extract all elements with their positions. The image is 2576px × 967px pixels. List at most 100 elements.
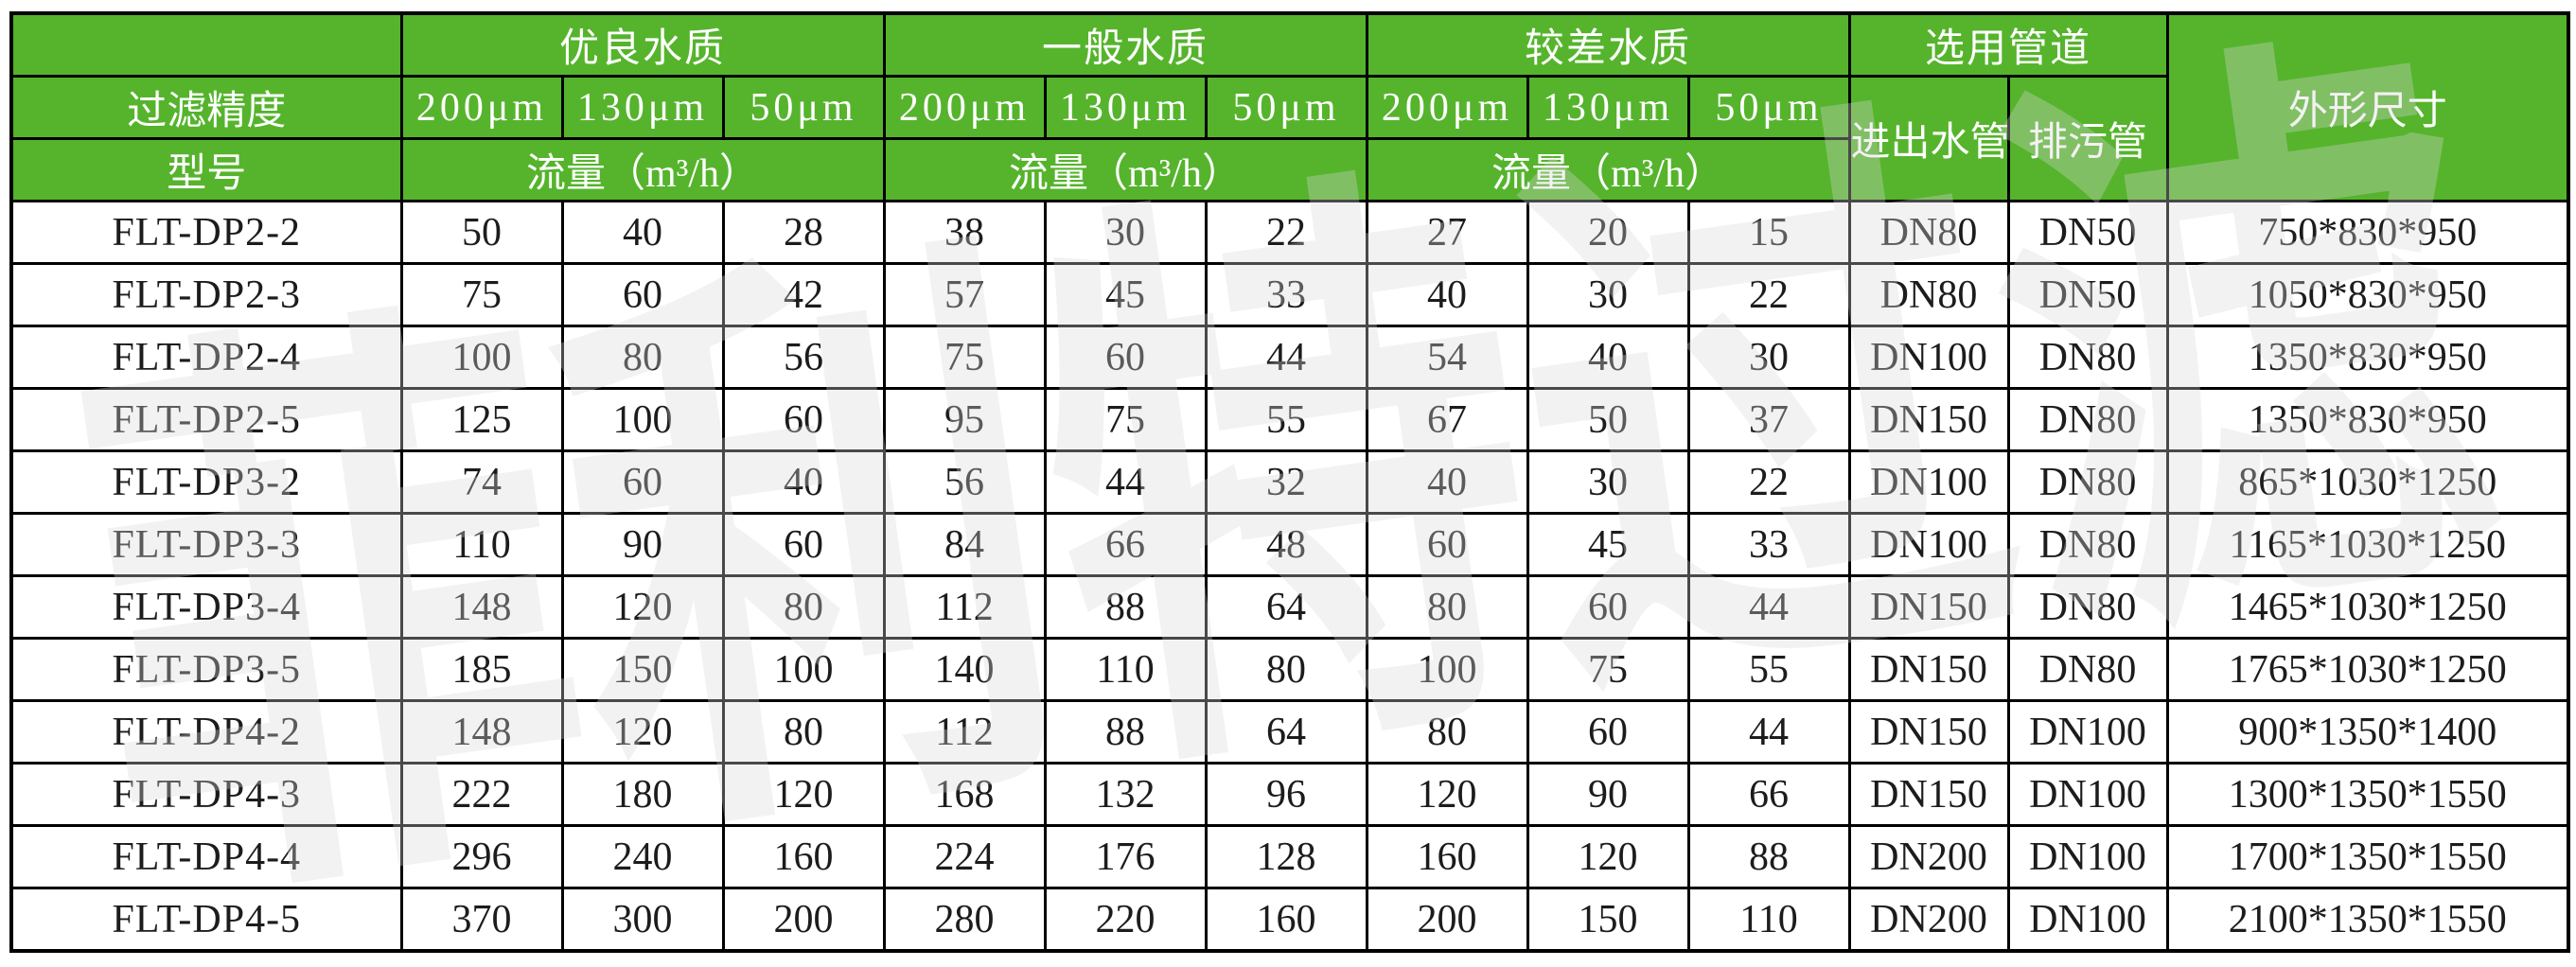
drain-pipe-cell: DN100: [2006, 824, 2169, 889]
flow-value-cell: 200: [721, 887, 886, 953]
drain-pipe-cell: DN80: [2006, 637, 2169, 702]
micron-header: 200μm: [882, 75, 1047, 140]
flow-value-cell: 67: [1365, 387, 1529, 452]
flow-value-cell: 240: [560, 824, 725, 889]
flow-value-cell: 40: [1526, 325, 1690, 390]
flow-value-cell: 57: [882, 262, 1047, 327]
flow-value-cell: 64: [1204, 574, 1368, 640]
flow-value-cell: 30: [1526, 449, 1690, 515]
drain-pipe-cell: DN100: [2006, 762, 2169, 827]
micron-header: 200μm: [1365, 75, 1529, 140]
flow-value-cell: 64: [1204, 699, 1368, 765]
flow-value-cell: 40: [1365, 449, 1529, 515]
flow-value-cell: 160: [1204, 887, 1368, 953]
flow-value-cell: 45: [1043, 262, 1208, 327]
flow-value-cell: 125: [399, 387, 564, 452]
flow-value-cell: 148: [399, 699, 564, 765]
flow-value-cell: 60: [1526, 574, 1690, 640]
flow-value-cell: 90: [560, 512, 725, 577]
inlet-pipe-cell: DN200: [1847, 824, 2010, 889]
flow-value-cell: 150: [560, 637, 725, 702]
header-row-flow: 型号 流量（m³/h） 流量（m³/h） 流量（m³/h）: [9, 137, 2568, 202]
group-header-normal-water: 一般水质: [882, 11, 1368, 78]
flow-value-cell: 22: [1204, 200, 1368, 265]
flow-value-cell: 224: [882, 824, 1047, 889]
inlet-pipe-cell: DN200: [1847, 887, 2010, 953]
model-cell: FLT-DP4-5: [9, 887, 403, 953]
flow-value-cell: 40: [1365, 262, 1529, 327]
inlet-pipe-cell: DN80: [1847, 262, 2010, 327]
flow-value-cell: 60: [560, 449, 725, 515]
flow-value-cell: 112: [882, 574, 1047, 640]
dimensions-cell: 750*830*950: [2165, 200, 2570, 265]
inlet-outlet-pipe-header: 进出水管: [1847, 75, 2010, 202]
flow-value-cell: 220: [1043, 887, 1208, 953]
micron-header: 200μm: [399, 75, 564, 140]
drain-pipe-cell: DN80: [2006, 325, 2169, 390]
flow-value-cell: 84: [882, 512, 1047, 577]
model-cell: FLT-DP2-2: [9, 200, 403, 265]
flow-value-cell: 110: [1043, 637, 1208, 702]
flow-value-cell: 185: [399, 637, 564, 702]
flow-value-cell: 55: [1204, 387, 1368, 452]
flow-value-cell: 27: [1365, 200, 1529, 265]
flow-value-cell: 56: [721, 325, 886, 390]
flow-value-cell: 120: [560, 574, 725, 640]
table-row: FLT-DP3-2 74 60 40 56 44 32 40 30 22 DN100 DN80 865*…: [9, 449, 2570, 515]
flow-value-cell: 30: [1043, 200, 1208, 265]
flow-value-cell: 95: [882, 387, 1047, 452]
flow-value-cell: 140: [882, 637, 1047, 702]
drain-pipe-cell: DN100: [2006, 887, 2169, 953]
model-column-label: 型号: [9, 137, 403, 202]
model-cell: FLT-DP4-3: [9, 762, 403, 827]
flow-value-cell: 60: [1043, 325, 1208, 390]
flow-value-cell: 75: [1526, 637, 1690, 702]
table-row: FLT-DP3-3 110 90 60 84 66 48 60 45 33 DN100 DN80 116…: [9, 512, 2570, 577]
flow-value-cell: 222: [399, 762, 564, 827]
flow-value-cell: 80: [721, 699, 886, 765]
flow-value-cell: 75: [399, 262, 564, 327]
flow-value-cell: 44: [1043, 449, 1208, 515]
model-cell: FLT-DP3-5: [9, 637, 403, 702]
flow-value-cell: 60: [721, 387, 886, 452]
table-row: FLT-DP3-4 148 120 80 112 88 64 80 60 44 DN150 DN80 1…: [9, 574, 2570, 640]
flow-value-cell: 110: [399, 512, 564, 577]
model-cell: FLT-DP3-2: [9, 449, 403, 515]
flow-value-cell: 80: [1204, 637, 1368, 702]
flow-value-cell: 110: [1686, 887, 1851, 953]
flow-value-cell: 22: [1686, 449, 1851, 515]
flow-value-cell: 88: [1043, 699, 1208, 765]
flow-value-cell: 80: [1365, 699, 1529, 765]
table-row: FLT-DP4-2 148 120 80 112 88 64 80 60 44 DN150 DN100…: [9, 699, 2570, 765]
drain-pipe-cell: DN80: [2006, 512, 2169, 577]
flow-value-cell: 132: [1043, 762, 1208, 827]
flow-value-cell: 200: [1365, 887, 1529, 953]
inlet-pipe-cell: DN100: [1847, 512, 2010, 577]
flow-value-cell: 160: [721, 824, 886, 889]
flow-value-cell: 56: [882, 449, 1047, 515]
flow-value-cell: 120: [1365, 762, 1529, 827]
flow-value-cell: 280: [882, 887, 1047, 953]
table-row: FLT-DP2-3 75 60 42 57 45 33 40 30 22 DN80 DN50 1050*…: [9, 262, 2570, 327]
model-cell: FLT-DP3-3: [9, 512, 403, 577]
flow-value-cell: 60: [560, 262, 725, 327]
flow-value-cell: 48: [1204, 512, 1368, 577]
flow-value-cell: 96: [1204, 762, 1368, 827]
filter-spec-table: 优良水质 一般水质 较差水质 选用管道 外形尺寸 过滤精度 200μm 130μ…: [9, 11, 2571, 953]
group-header-pipe-selection: 选用管道: [1847, 11, 2169, 78]
flow-value-cell: 45: [1526, 512, 1690, 577]
flow-value-cell: 40: [721, 449, 886, 515]
flow-value-cell: 44: [1204, 325, 1368, 390]
flow-value-cell: 33: [1204, 262, 1368, 327]
dimensions-cell: 1165*1030*1250: [2165, 512, 2570, 577]
inlet-pipe-cell: DN150: [1847, 762, 2010, 827]
drain-pipe-cell: DN100: [2006, 699, 2169, 765]
inlet-pipe-cell: DN150: [1847, 699, 2010, 765]
flow-value-cell: 30: [1526, 262, 1690, 327]
flow-value-cell: 370: [399, 887, 564, 953]
table-row: FLT-DP4-5 370 300 200 280 220 160 200 150 110 DN20…: [9, 887, 2570, 953]
dimensions-cell: 1050*830*950: [2165, 262, 2570, 327]
flow-value-cell: 30: [1686, 325, 1851, 390]
flow-value-cell: 38: [882, 200, 1047, 265]
